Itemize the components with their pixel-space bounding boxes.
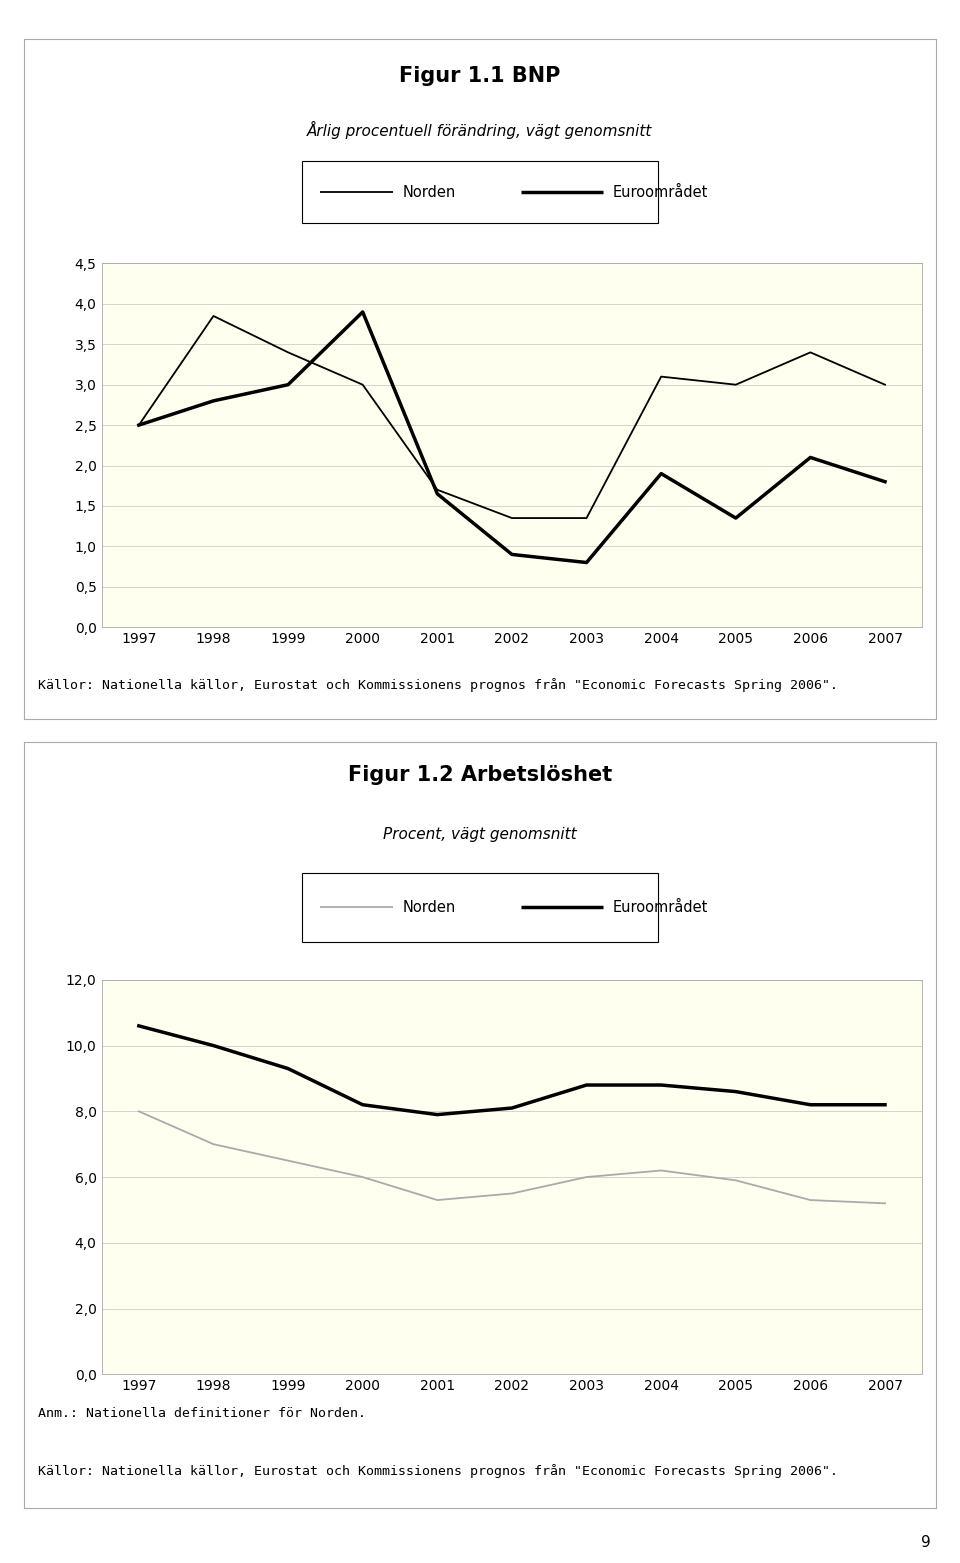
Text: Anm.: Nationella definitioner för Norden.: Anm.: Nationella definitioner för Norden…	[37, 1407, 366, 1421]
Text: Norden: Norden	[402, 900, 456, 914]
Text: Norden: Norden	[402, 184, 456, 200]
Text: Procent, vägt genomsnitt: Procent, vägt genomsnitt	[383, 827, 577, 841]
Text: Källor: Nationella källor, Eurostat och Kommissionens prognos från "Economic For: Källor: Nationella källor, Eurostat och …	[37, 1463, 838, 1477]
Text: Euroområdet: Euroområdet	[612, 900, 708, 914]
Text: Figur 1.1 BNP: Figur 1.1 BNP	[399, 66, 561, 86]
Bar	[302, 872, 658, 941]
Text: Euroområdet: Euroområdet	[612, 184, 708, 200]
Bar	[302, 161, 658, 222]
Text: Årlig procentuell förändring, vägt genomsnitt: Årlig procentuell förändring, vägt genom…	[307, 120, 653, 139]
Text: Källor: Nationella källor, Eurostat och Kommissionens prognos från "Economic For: Källor: Nationella källor, Eurostat och …	[37, 678, 838, 692]
Text: 9: 9	[922, 1535, 931, 1550]
Text: Figur 1.2 Arbetslöshet: Figur 1.2 Arbetslöshet	[348, 766, 612, 785]
